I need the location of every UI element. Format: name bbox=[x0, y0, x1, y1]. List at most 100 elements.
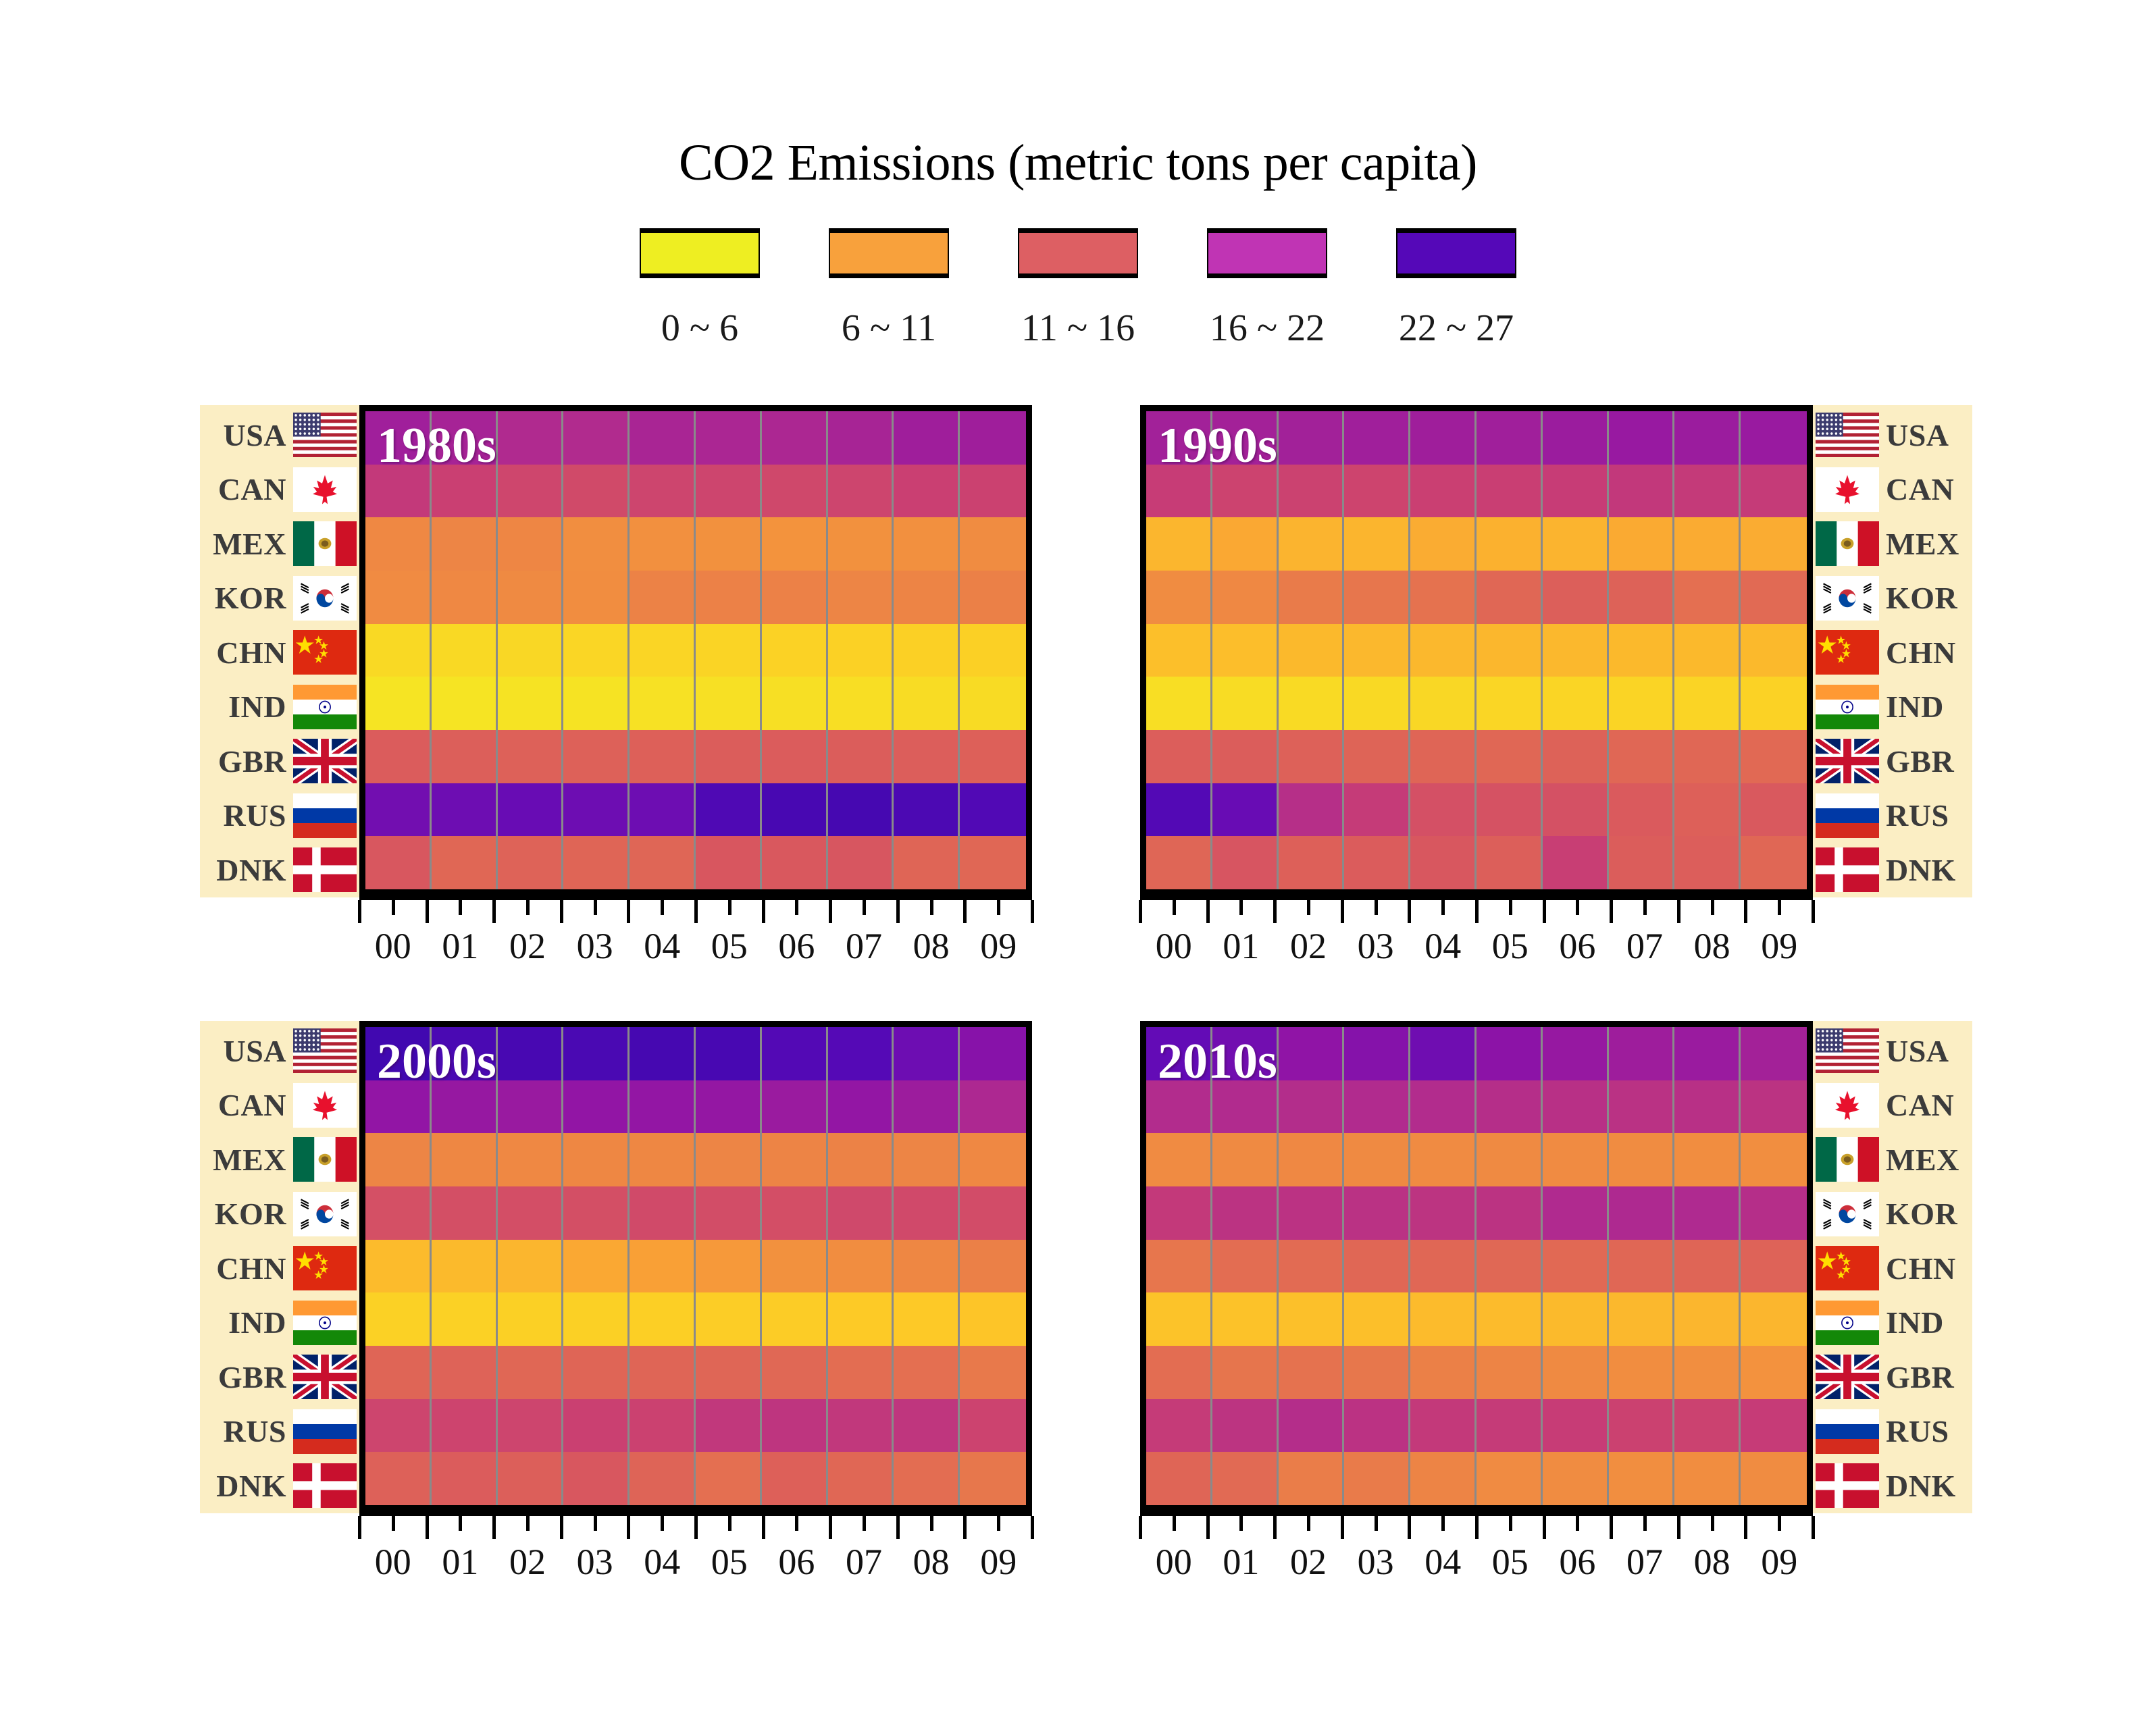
heat-cell[interactable] bbox=[827, 1186, 894, 1240]
heat-cell[interactable] bbox=[497, 1186, 564, 1240]
heat-cell[interactable] bbox=[1410, 1345, 1477, 1399]
heat-cell[interactable] bbox=[1146, 1080, 1212, 1134]
heat-cell[interactable] bbox=[497, 1080, 564, 1134]
heat-cell[interactable] bbox=[1477, 1239, 1543, 1293]
heat-cell[interactable] bbox=[1477, 1452, 1543, 1505]
heat-cell[interactable] bbox=[431, 411, 498, 465]
heat-cell[interactable] bbox=[365, 570, 432, 624]
heat-cell[interactable] bbox=[497, 1398, 564, 1452]
heat-cell[interactable] bbox=[431, 836, 498, 889]
heat-cell[interactable] bbox=[894, 729, 960, 783]
heat-cell[interactable] bbox=[630, 783, 696, 837]
heat-cell[interactable] bbox=[365, 729, 432, 783]
heat-cell[interactable] bbox=[1146, 1133, 1212, 1186]
heat-cell[interactable] bbox=[1477, 1027, 1543, 1080]
heat-cell[interactable] bbox=[1608, 783, 1675, 837]
heat-cell[interactable] bbox=[1741, 517, 1807, 571]
heat-cell[interactable] bbox=[960, 517, 1026, 571]
heat-cell[interactable] bbox=[894, 1398, 960, 1452]
heat-cell[interactable] bbox=[1674, 1292, 1741, 1346]
heat-cell[interactable] bbox=[1741, 1239, 1807, 1293]
heat-cell[interactable] bbox=[1146, 623, 1212, 677]
heat-cell[interactable] bbox=[1278, 783, 1345, 837]
heat-cell[interactable] bbox=[1410, 1239, 1477, 1293]
heat-cell[interactable] bbox=[1146, 411, 1212, 465]
heat-cell[interactable] bbox=[761, 1345, 828, 1399]
heat-cell[interactable] bbox=[630, 570, 696, 624]
heat-cell[interactable] bbox=[894, 1239, 960, 1293]
heat-cell[interactable] bbox=[1344, 570, 1411, 624]
heat-cell[interactable] bbox=[1344, 1027, 1411, 1080]
heat-cell[interactable] bbox=[894, 411, 960, 465]
heat-cell[interactable] bbox=[1146, 1345, 1212, 1399]
heat-cell[interactable] bbox=[1344, 1133, 1411, 1186]
heat-cell[interactable] bbox=[1278, 677, 1345, 730]
heat-cell[interactable] bbox=[1674, 1345, 1741, 1399]
heat-cell[interactable] bbox=[1674, 783, 1741, 837]
heat-cell[interactable] bbox=[1278, 1452, 1345, 1505]
heat-cell[interactable] bbox=[1410, 1452, 1477, 1505]
heat-cell[interactable] bbox=[1674, 729, 1741, 783]
heat-cell[interactable] bbox=[1608, 464, 1675, 518]
heat-cell[interactable] bbox=[1674, 464, 1741, 518]
heat-cell[interactable] bbox=[1212, 729, 1279, 783]
heat-cell[interactable] bbox=[1278, 1027, 1345, 1080]
heat-cell[interactable] bbox=[1741, 783, 1807, 837]
heat-cell[interactable] bbox=[1146, 1239, 1212, 1293]
heat-cell[interactable] bbox=[1542, 729, 1609, 783]
heat-cell[interactable] bbox=[365, 1133, 432, 1186]
heat-cell[interactable] bbox=[1542, 677, 1609, 730]
heat-cell[interactable] bbox=[630, 836, 696, 889]
heat-cell[interactable] bbox=[1741, 623, 1807, 677]
heat-cell[interactable] bbox=[696, 623, 762, 677]
heat-cell[interactable] bbox=[1542, 1345, 1609, 1399]
heat-cell[interactable] bbox=[696, 783, 762, 837]
heat-cell[interactable] bbox=[1477, 570, 1543, 624]
heat-cell[interactable] bbox=[1674, 1027, 1741, 1080]
heat-cell[interactable] bbox=[1212, 783, 1279, 837]
heat-cell[interactable] bbox=[630, 1239, 696, 1293]
heat-cell[interactable] bbox=[1741, 677, 1807, 730]
heat-cell[interactable] bbox=[1542, 517, 1609, 571]
heat-cell[interactable] bbox=[497, 623, 564, 677]
heat-cell[interactable] bbox=[894, 1027, 960, 1080]
heat-cell[interactable] bbox=[1674, 517, 1741, 571]
heat-cell[interactable] bbox=[563, 836, 630, 889]
heat-cell[interactable] bbox=[1278, 570, 1345, 624]
heat-cell[interactable] bbox=[1344, 1239, 1411, 1293]
heat-cell[interactable] bbox=[497, 1133, 564, 1186]
heat-cell[interactable] bbox=[431, 623, 498, 677]
heat-cell[interactable] bbox=[1542, 411, 1609, 465]
heat-cell[interactable] bbox=[827, 783, 894, 837]
heat-cell[interactable] bbox=[1278, 1186, 1345, 1240]
heat-cell[interactable] bbox=[696, 411, 762, 465]
heat-cell[interactable] bbox=[696, 570, 762, 624]
heat-cell[interactable] bbox=[497, 677, 564, 730]
heat-cell[interactable] bbox=[894, 517, 960, 571]
heat-cell[interactable] bbox=[630, 623, 696, 677]
heat-cell[interactable] bbox=[894, 783, 960, 837]
heat-cell[interactable] bbox=[365, 1239, 432, 1293]
heat-cell[interactable] bbox=[630, 1133, 696, 1186]
heat-cell[interactable] bbox=[761, 1133, 828, 1186]
heat-cell[interactable] bbox=[1410, 623, 1477, 677]
heat-cell[interactable] bbox=[1674, 677, 1741, 730]
heat-cell[interactable] bbox=[1212, 1133, 1279, 1186]
heat-cell[interactable] bbox=[894, 1133, 960, 1186]
heat-cell[interactable] bbox=[563, 677, 630, 730]
heat-cell[interactable] bbox=[1674, 623, 1741, 677]
heat-cell[interactable] bbox=[497, 411, 564, 465]
heat-cell[interactable] bbox=[365, 783, 432, 837]
heat-cell[interactable] bbox=[1212, 1186, 1279, 1240]
heat-cell[interactable] bbox=[563, 1080, 630, 1134]
heat-cell[interactable] bbox=[1410, 783, 1477, 837]
heat-cell[interactable] bbox=[1410, 570, 1477, 624]
heat-cell[interactable] bbox=[894, 1292, 960, 1346]
heat-cell[interactable] bbox=[630, 729, 696, 783]
heat-cell[interactable] bbox=[696, 729, 762, 783]
heat-cell[interactable] bbox=[1344, 677, 1411, 730]
heat-cell[interactable] bbox=[761, 623, 828, 677]
heat-cell[interactable] bbox=[1410, 464, 1477, 518]
heat-cell[interactable] bbox=[365, 1452, 432, 1505]
heat-cell[interactable] bbox=[563, 783, 630, 837]
